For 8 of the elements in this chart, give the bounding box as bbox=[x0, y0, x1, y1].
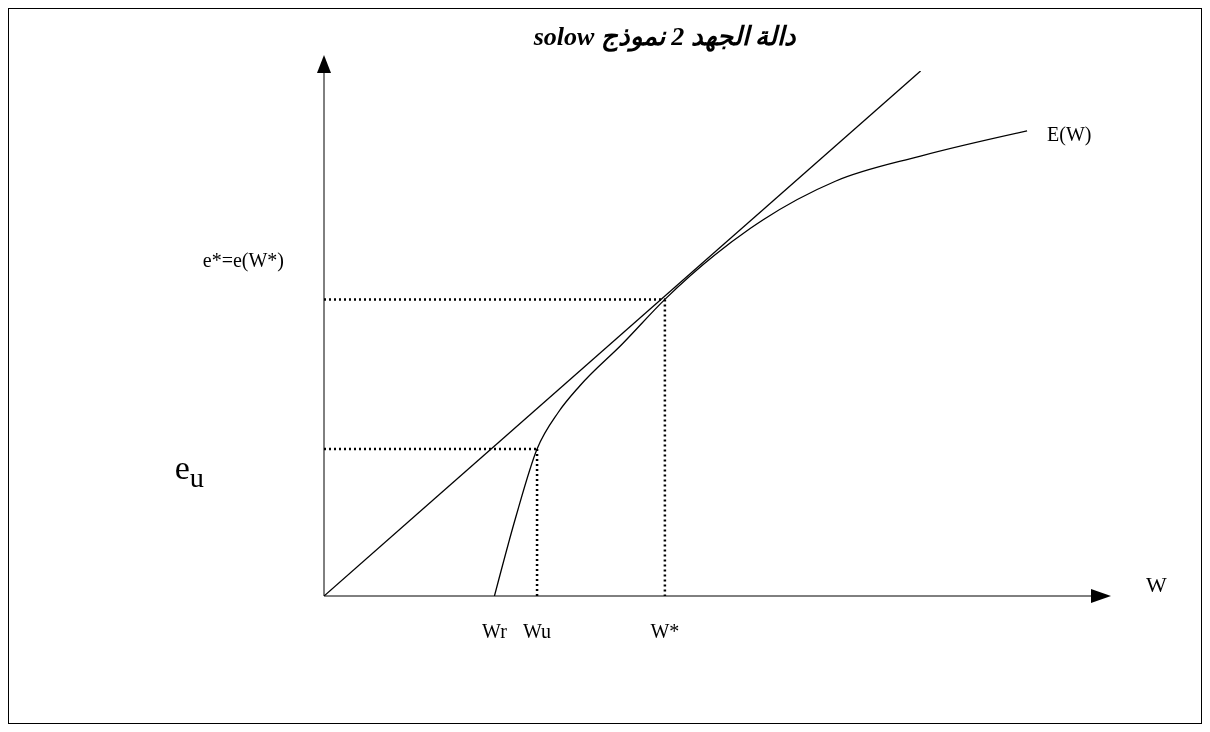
x-tick-label: Wu bbox=[523, 620, 552, 643]
x-tick-label: W* bbox=[650, 620, 680, 643]
text: e*=e(W*) bbox=[202, 249, 284, 272]
x-axis-title: W bbox=[1146, 572, 1167, 598]
x-tick-label: Wr bbox=[482, 620, 508, 643]
text: e$_{u}$ bbox=[174, 449, 204, 494]
chart-title: دالة الجهد 2 نموذج solow bbox=[532, 21, 798, 52]
series-label: E(W) bbox=[1047, 122, 1092, 146]
